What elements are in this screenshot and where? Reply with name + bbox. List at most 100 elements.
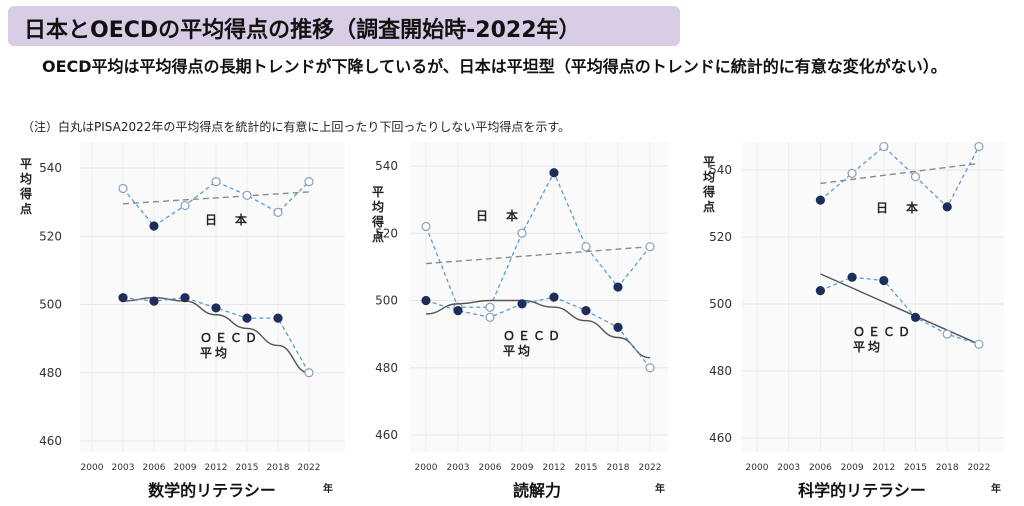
series-label-japan: 日 本 xyxy=(876,200,921,215)
series-label-oecd: ＯＥＣＤ平均 xyxy=(503,329,563,358)
x-tick-label: 2006 xyxy=(143,463,166,473)
series-line-oecd xyxy=(820,276,980,345)
x-tick-label: 2003 xyxy=(777,463,800,473)
y-tick-label: 460 xyxy=(709,431,732,445)
x-tick-label: 2000 xyxy=(415,463,438,473)
data-point-oecd xyxy=(304,368,314,378)
data-point-oecd xyxy=(942,329,952,339)
data-point-japan xyxy=(118,183,128,194)
x-unit-label: 年 xyxy=(655,482,665,495)
trend-line-oecd xyxy=(820,273,980,345)
lead-text: OECD平均は平均得点の長期トレンドが下降しているが、日本は平坦型（平均得点のト… xyxy=(42,57,947,76)
data-point-japan xyxy=(421,221,431,232)
data-point-japan xyxy=(879,141,889,152)
y-tick-label: 540 xyxy=(709,163,732,177)
data-point-oecd xyxy=(242,313,252,323)
data-point-japan xyxy=(847,168,857,178)
data-point-japan xyxy=(942,202,952,212)
x-tick-label: 2012 xyxy=(543,463,566,473)
y-tick-label: 480 xyxy=(375,361,398,375)
x-tick-label: 2018 xyxy=(607,463,630,473)
y-tick-label: 540 xyxy=(39,161,62,175)
data-point-oecd xyxy=(211,303,221,313)
x-tick-label: 2009 xyxy=(511,463,534,473)
x-tick-label: 2006 xyxy=(809,463,832,473)
data-point-oecd xyxy=(974,339,984,349)
data-point-japan xyxy=(645,242,655,252)
chart-title: 読解力 xyxy=(513,481,561,500)
data-point-japan xyxy=(974,141,984,152)
y-tick-label: 500 xyxy=(39,298,62,312)
data-point-oecd xyxy=(613,322,623,332)
x-tick-label: 2018 xyxy=(267,463,290,473)
x-tick-label: 2012 xyxy=(872,463,895,473)
x-tick-label: 2015 xyxy=(236,463,259,473)
x-tick-label: 2000 xyxy=(746,463,769,473)
y-axis-label: 平均得点 xyxy=(702,155,715,214)
data-point-oecd xyxy=(485,312,495,322)
data-point-oecd xyxy=(581,305,591,316)
series-label-oecd: ＯＥＣＤ平均 xyxy=(853,325,913,354)
trend-line-japan xyxy=(122,191,310,205)
chart-title: 数学的リテラシー xyxy=(148,481,276,500)
series-label-japan: 日 本 xyxy=(205,212,250,227)
trend-curve-oecd xyxy=(425,299,651,359)
data-point-oecd xyxy=(910,312,921,322)
x-tick-label: 2018 xyxy=(936,463,959,473)
x-tick-label: 2003 xyxy=(447,463,470,473)
x-tick-label: 2015 xyxy=(904,463,927,473)
y-tick-label: 500 xyxy=(375,294,398,308)
data-point-japan xyxy=(485,302,495,312)
data-point-japan xyxy=(242,190,252,200)
series-label-oecd: ＯＥＣＤ平均 xyxy=(200,331,260,360)
data-point-japan xyxy=(815,195,826,205)
data-point-japan xyxy=(180,200,190,211)
data-point-japan xyxy=(304,177,314,187)
data-point-japan xyxy=(910,172,921,182)
y-axis-label: 平均得点 xyxy=(19,157,32,216)
chart-title: 科学的リテラシー xyxy=(798,481,926,500)
y-tick-label: 540 xyxy=(375,159,398,173)
x-tick-label: 2003 xyxy=(112,463,135,473)
y-tick-label: 460 xyxy=(39,434,62,448)
data-point-oecd xyxy=(149,296,159,306)
data-point-japan xyxy=(549,168,559,178)
y-tick-label: 480 xyxy=(709,364,732,378)
footnote: （注）白丸はPISA2022年の平均得点を統計的に有意に上回ったり下回ったりしな… xyxy=(22,120,571,134)
x-tick-label: 2006 xyxy=(479,463,502,473)
data-point-oecd xyxy=(421,295,431,306)
x-tick-label: 2022 xyxy=(639,463,662,473)
trend-line-japan xyxy=(425,246,651,265)
page-title: 日本とOECDの平均得点の推移（調査開始時-2022年） xyxy=(24,18,581,43)
y-tick-label: 520 xyxy=(375,226,398,240)
series-line-oecd xyxy=(425,296,651,369)
x-unit-label: 年 xyxy=(991,482,1001,495)
title-banner: 日本とOECDの平均得点の推移（調査開始時-2022年） xyxy=(8,6,680,46)
data-point-japan xyxy=(211,177,221,187)
data-point-oecd xyxy=(273,313,283,323)
y-tick-label: 500 xyxy=(709,297,732,311)
data-point-japan xyxy=(149,221,159,231)
y-tick-label: 520 xyxy=(709,230,732,244)
data-point-oecd xyxy=(549,292,559,302)
y-tick-label: 460 xyxy=(375,428,398,442)
data-point-japan xyxy=(273,207,283,217)
data-point-oecd xyxy=(118,293,128,303)
data-point-oecd xyxy=(180,293,190,303)
series-line-japan xyxy=(425,171,651,308)
data-point-oecd xyxy=(847,272,857,282)
trend-line-japan xyxy=(820,162,979,185)
x-tick-label: 2012 xyxy=(205,463,228,473)
x-tick-label: 2009 xyxy=(841,463,864,473)
x-tick-label: 2000 xyxy=(81,463,104,473)
data-point-oecd xyxy=(879,275,889,286)
y-tick-label: 520 xyxy=(39,229,62,243)
x-tick-label: 2015 xyxy=(575,463,598,473)
y-tick-label: 480 xyxy=(39,366,62,380)
data-point-japan xyxy=(613,282,623,292)
data-point-japan xyxy=(517,228,527,238)
data-point-oecd xyxy=(815,286,826,296)
x-tick-label: 2022 xyxy=(298,463,321,473)
x-tick-label: 2009 xyxy=(174,463,197,473)
